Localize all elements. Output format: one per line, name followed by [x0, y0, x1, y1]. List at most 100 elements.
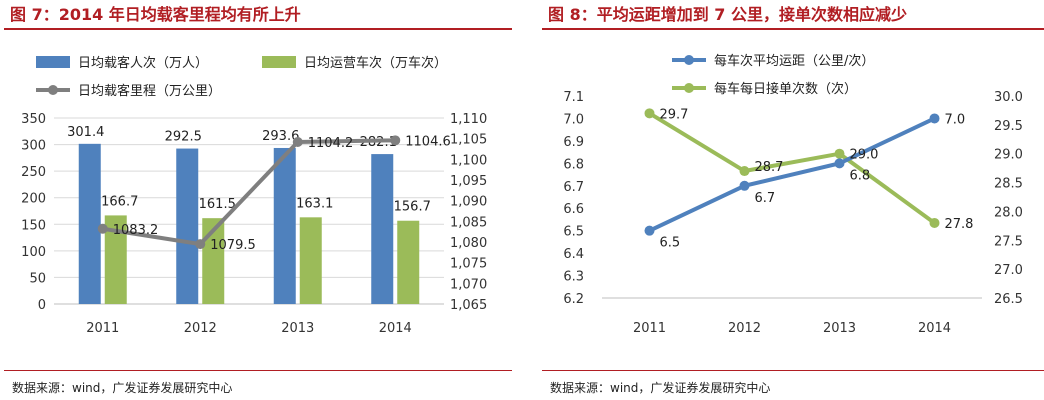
y-right-tick-label: 1,110	[450, 112, 487, 127]
line-point	[195, 239, 206, 250]
y-left-tick-label: 300	[21, 139, 46, 154]
y-left-tick-label: 50	[29, 271, 46, 286]
line-series-distance	[648, 116, 936, 233]
y-right-tick-label: 1,080	[450, 236, 487, 251]
x-tick-label: 2011	[86, 321, 119, 336]
y-right-tick-label: 27.5	[994, 234, 1023, 249]
line-value-label: 28.7	[755, 160, 784, 175]
bar-value-label: 161.5	[199, 197, 236, 212]
y-left-tick-label: 100	[21, 245, 46, 260]
y-right-tick-label: 1,105	[450, 133, 487, 148]
y-right-tick-label: 1,070	[450, 277, 487, 292]
y-right-tick-label: 30.0	[994, 90, 1023, 105]
y-left-tick-label: 6.2	[563, 292, 584, 307]
chart-panel-left: 图 7：2014 年日均载客里程均有所上升 0 50 100 150 200 250 300…	[4, 0, 512, 400]
line-value-label: 7.0	[945, 112, 966, 127]
line-series-orders	[648, 111, 936, 225]
bar-value-label: 163.1	[296, 196, 333, 211]
y-right-tick-label: 1,085	[450, 215, 487, 230]
y-left-tick-label: 6.4	[563, 247, 584, 262]
source-note: 数据来源：wind，广发证券发展研究中心	[542, 370, 1044, 396]
x-tick-label: 2011	[633, 321, 666, 336]
bar-green	[397, 220, 420, 304]
bar-green	[202, 218, 225, 304]
x-tick-label: 2013	[823, 321, 856, 336]
bar-blue	[78, 143, 101, 304]
bar-green	[299, 217, 322, 304]
x-tick-label: 2014	[379, 321, 412, 336]
y-left-tick-label: 6.9	[563, 135, 584, 150]
bar-value-label: 293.6	[262, 129, 299, 144]
y-left-tick-label: 7.1	[563, 90, 584, 105]
y-left-tick-label: 7.0	[563, 112, 584, 127]
line-series-mileage	[102, 138, 396, 247]
y-right-tick-label: 1,090	[450, 195, 487, 210]
legend-label: 每车次平均运距（公里/次）	[714, 53, 874, 69]
y-left-tick-label: 150	[21, 218, 46, 233]
line-point	[929, 113, 940, 124]
y-right-tick-label: 1,095	[450, 174, 487, 189]
legend-swatch	[262, 56, 296, 68]
line-point	[390, 135, 401, 146]
y-right-tick-label: 29.5	[994, 119, 1023, 134]
y-left-tick-label: 6.7	[563, 180, 584, 195]
bar-value-label: 166.7	[101, 194, 138, 209]
chart-title: 图 8：平均运距增加到 7 公里，接单次数相应减少	[542, 0, 1044, 30]
line-value-label: 6.5	[660, 236, 681, 251]
bar-value-label: 156.7	[394, 200, 431, 215]
line-point	[834, 148, 845, 159]
line-value-label: 6.7	[755, 191, 776, 206]
y-left-tick-label: 200	[21, 192, 46, 207]
line-point	[739, 180, 750, 191]
line-value-label: 1104.2	[308, 136, 354, 151]
line-point	[97, 223, 108, 234]
y-left-tick-label: 250	[21, 165, 46, 180]
line-value-label: 6.8	[850, 168, 871, 183]
line-value-label: 29.7	[660, 107, 689, 122]
x-tick-label: 2012	[184, 321, 217, 336]
line-value-label: 1083.2	[113, 223, 159, 238]
legend-label: 日均载客里程（万公里）	[78, 83, 221, 99]
bar-value-label: 301.4	[67, 125, 104, 140]
y-right-tick-label: 28.5	[994, 177, 1023, 192]
y-left-tick-label: 0	[38, 298, 46, 313]
y-right-tick-label: 1,100	[450, 153, 487, 168]
x-tick-label: 2012	[728, 321, 761, 336]
y-right-tick-label: 1,075	[450, 257, 487, 272]
bar-line-chart: 0 50 100 150 200 250 300 350 1,065 1,070 1,075 1,08…	[21, 55, 487, 336]
line-point	[834, 158, 845, 169]
chart-title: 图 7：2014 年日均载客里程均有所上升	[4, 0, 512, 30]
bar-value-label: 292.5	[165, 130, 202, 145]
legend-swatch	[36, 56, 70, 68]
x-tick-label: 2013	[281, 321, 314, 336]
y-right-tick-label: 27.0	[994, 263, 1023, 278]
legend-marker	[684, 83, 694, 93]
bar-blue	[371, 154, 394, 304]
line-value-label: 27.8	[945, 217, 974, 232]
source-note: 数据来源：wind，广发证券发展研究中心	[4, 370, 512, 396]
bar-blue	[273, 147, 296, 304]
y-left-tick-label: 6.3	[563, 270, 584, 285]
y-right-tick-label: 1,065	[450, 298, 487, 313]
legend-label: 每车每日接单次数（次）	[714, 81, 857, 97]
y-left-tick-label: 6.5	[563, 225, 584, 240]
legend-marker	[684, 55, 694, 65]
line-point	[739, 166, 750, 177]
line-point	[292, 136, 303, 147]
line-value-label: 29.0	[850, 148, 879, 163]
line-value-label: 1104.6	[405, 134, 451, 149]
chart-panel-right: 图 8：平均运距增加到 7 公里，接单次数相应减少 6.2 6.3 6.4 6.5 6.…	[542, 0, 1044, 400]
y-right-tick-label: 28.0	[994, 205, 1023, 220]
y-right-tick-label: 29.0	[994, 148, 1023, 163]
bar-green	[104, 215, 127, 304]
dual-line-chart: 6.2 6.3 6.4 6.5 6.6 6.7 6.8 6.9 7.0 7.1 26.5 27.0 27…	[563, 53, 1023, 336]
y-right-tick-label: 26.5	[994, 292, 1023, 307]
bar-blue	[176, 148, 199, 304]
line-value-label: 1079.5	[210, 238, 256, 253]
line-point	[929, 217, 940, 228]
y-left-tick-label: 6.6	[563, 202, 584, 217]
line-point	[644, 108, 655, 119]
x-tick-label: 2014	[918, 321, 951, 336]
legend-label: 日均运营车次（万车次）	[304, 55, 447, 71]
legend-marker	[48, 85, 58, 95]
